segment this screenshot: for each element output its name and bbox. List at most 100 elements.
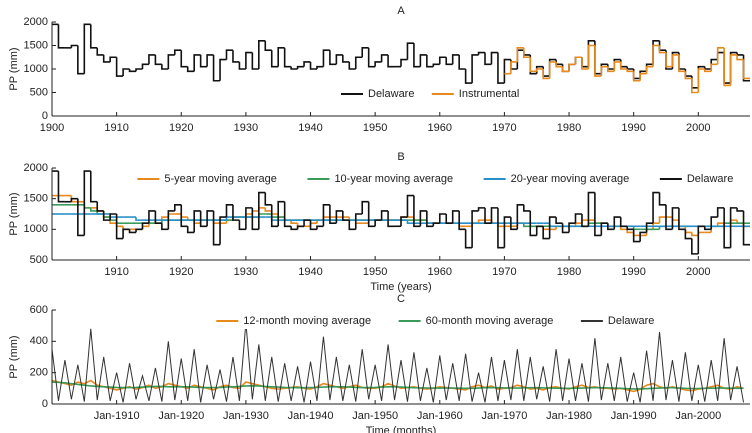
step bbox=[632, 71, 641, 82]
step bbox=[161, 64, 169, 70]
step bbox=[148, 54, 156, 65]
x-tick-label: 1930 bbox=[234, 266, 258, 278]
step bbox=[665, 52, 673, 68]
x-tick-label: 1920 bbox=[169, 266, 193, 278]
step bbox=[703, 226, 712, 231]
step bbox=[574, 213, 582, 224]
step bbox=[458, 210, 466, 231]
step bbox=[135, 228, 143, 233]
step bbox=[516, 47, 524, 62]
step bbox=[632, 229, 641, 243]
step bbox=[626, 66, 634, 70]
x-tick-label: 1960 bbox=[428, 122, 452, 134]
step bbox=[290, 226, 298, 231]
step bbox=[510, 59, 518, 70]
step bbox=[361, 200, 369, 214]
step bbox=[581, 219, 589, 224]
step bbox=[742, 210, 750, 246]
step bbox=[426, 54, 434, 68]
step bbox=[77, 45, 85, 75]
step bbox=[283, 201, 292, 228]
step bbox=[109, 56, 117, 62]
y-tick-label: 2000 bbox=[24, 162, 48, 174]
step bbox=[568, 63, 576, 72]
step bbox=[652, 44, 660, 67]
x-tick-label: 1990 bbox=[621, 266, 645, 278]
step bbox=[264, 192, 272, 206]
y-axis-label: PP (mm) bbox=[8, 335, 20, 378]
step bbox=[697, 65, 705, 88]
step bbox=[161, 223, 169, 231]
step bbox=[581, 57, 589, 70]
y-tick-label: 400 bbox=[30, 335, 48, 347]
x-tick-label: Jan-1950 bbox=[352, 410, 398, 422]
step bbox=[548, 61, 557, 79]
step bbox=[141, 63, 149, 69]
step bbox=[303, 61, 311, 67]
step bbox=[626, 229, 634, 234]
x-tick-label: 1910 bbox=[104, 122, 128, 134]
step bbox=[154, 210, 162, 224]
legend-label: 12-month moving average bbox=[243, 315, 371, 327]
step bbox=[367, 47, 376, 68]
step bbox=[600, 65, 608, 77]
step bbox=[723, 47, 731, 87]
step bbox=[645, 222, 654, 233]
step bbox=[219, 58, 227, 81]
x-tick-label: 1950 bbox=[363, 122, 387, 134]
y-axis-label: PP (mm) bbox=[8, 47, 20, 90]
step bbox=[361, 47, 369, 58]
step bbox=[729, 51, 738, 84]
step bbox=[587, 44, 595, 69]
step bbox=[374, 61, 382, 67]
step bbox=[729, 207, 738, 248]
step bbox=[555, 59, 563, 66]
step bbox=[387, 54, 395, 68]
x-tick-label: Jan-1920 bbox=[158, 410, 204, 422]
step bbox=[522, 47, 531, 59]
step bbox=[503, 58, 511, 84]
step bbox=[445, 57, 453, 66]
panel: C PP (mm) Time (months) 0 200 400 600 Jan-1910 J… bbox=[8, 293, 750, 433]
step bbox=[445, 214, 453, 224]
step bbox=[477, 207, 486, 211]
step bbox=[264, 207, 272, 212]
x-tick-label: 1980 bbox=[557, 266, 581, 278]
legend-box bbox=[210, 313, 672, 329]
step bbox=[522, 50, 531, 56]
x-tick-label: Jan-1940 bbox=[288, 410, 334, 422]
step bbox=[600, 222, 608, 236]
x-tick-label: Jan-1970 bbox=[481, 410, 527, 422]
step bbox=[594, 40, 602, 75]
step bbox=[290, 220, 298, 224]
step bbox=[245, 207, 253, 230]
step bbox=[451, 54, 460, 65]
step bbox=[581, 214, 589, 228]
step bbox=[419, 210, 427, 227]
step bbox=[96, 47, 104, 56]
y-tick-label: 500 bbox=[30, 254, 48, 266]
step bbox=[167, 210, 175, 230]
y-tick-label: 600 bbox=[30, 304, 48, 316]
step bbox=[522, 204, 531, 212]
step bbox=[451, 210, 460, 224]
step bbox=[458, 54, 466, 70]
step bbox=[736, 52, 744, 56]
step bbox=[639, 70, 647, 79]
step bbox=[225, 204, 233, 218]
step bbox=[316, 65, 324, 69]
step bbox=[135, 217, 143, 221]
step bbox=[684, 229, 692, 240]
step bbox=[497, 52, 505, 84]
step bbox=[180, 214, 188, 218]
step bbox=[342, 54, 350, 63]
step bbox=[529, 57, 537, 73]
step bbox=[400, 58, 408, 67]
step bbox=[568, 222, 576, 233]
step bbox=[122, 68, 130, 77]
step bbox=[574, 56, 582, 65]
step bbox=[128, 229, 137, 234]
step bbox=[678, 220, 686, 228]
legend-box bbox=[131, 171, 751, 187]
step bbox=[316, 225, 324, 230]
